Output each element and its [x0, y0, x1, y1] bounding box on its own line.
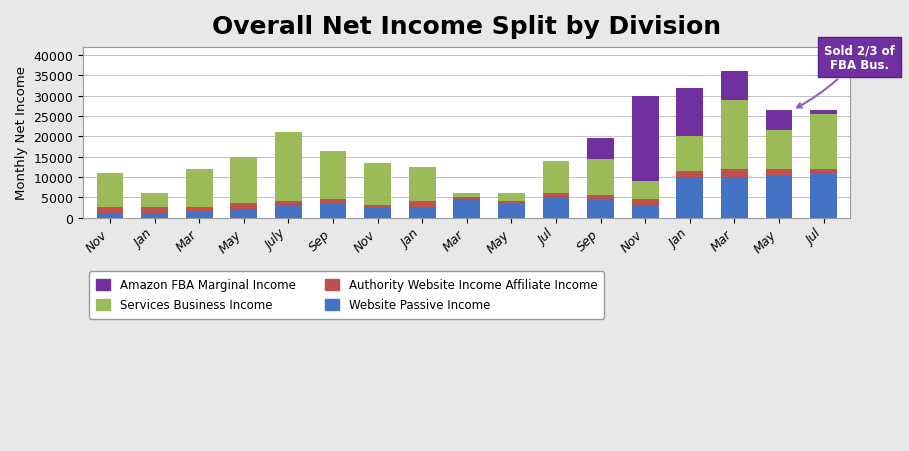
- Bar: [676, 178, 704, 218]
- Bar: [721, 101, 748, 170]
- Bar: [543, 194, 569, 198]
- Bar: [141, 208, 168, 214]
- Bar: [320, 204, 346, 218]
- Bar: [365, 206, 391, 208]
- Bar: [721, 72, 748, 101]
- Title: Overall Net Income Split by Division: Overall Net Income Split by Division: [212, 15, 722, 39]
- Bar: [587, 159, 614, 196]
- Bar: [409, 208, 435, 218]
- Bar: [632, 206, 658, 218]
- Bar: [543, 198, 569, 218]
- Bar: [587, 200, 614, 218]
- Bar: [721, 178, 748, 218]
- Bar: [365, 208, 391, 218]
- Bar: [409, 202, 435, 208]
- Bar: [765, 131, 793, 170]
- Bar: [676, 137, 704, 171]
- Bar: [721, 170, 748, 178]
- Bar: [632, 97, 658, 182]
- Bar: [185, 212, 213, 218]
- Bar: [185, 170, 213, 208]
- Y-axis label: Monthly Net Income: Monthly Net Income: [15, 66, 28, 200]
- Bar: [632, 182, 658, 200]
- Bar: [765, 110, 793, 131]
- Bar: [810, 170, 837, 174]
- Bar: [141, 214, 168, 218]
- Bar: [543, 161, 569, 194]
- Bar: [454, 194, 480, 198]
- Bar: [141, 194, 168, 208]
- Bar: [587, 196, 614, 200]
- Text: Sold 2/3 of
FBA Bus.: Sold 2/3 of FBA Bus.: [797, 44, 894, 108]
- Bar: [185, 208, 213, 212]
- Bar: [275, 133, 302, 202]
- Bar: [765, 170, 793, 175]
- Bar: [275, 206, 302, 218]
- Bar: [96, 174, 124, 208]
- Bar: [96, 214, 124, 218]
- Bar: [810, 115, 837, 170]
- Bar: [275, 202, 302, 206]
- Bar: [454, 198, 480, 200]
- Bar: [587, 139, 614, 159]
- Bar: [96, 208, 124, 214]
- Bar: [765, 175, 793, 218]
- Bar: [409, 167, 435, 202]
- Bar: [632, 200, 658, 206]
- Bar: [676, 88, 704, 137]
- Bar: [498, 202, 524, 204]
- Bar: [230, 204, 257, 210]
- Bar: [320, 151, 346, 200]
- Bar: [454, 200, 480, 218]
- Bar: [676, 171, 704, 178]
- Bar: [810, 110, 837, 115]
- Bar: [230, 210, 257, 218]
- Legend: Amazon FBA Marginal Income, Services Business Income, Authority Website Income A: Amazon FBA Marginal Income, Services Bus…: [89, 272, 604, 319]
- Bar: [365, 163, 391, 206]
- Bar: [810, 174, 837, 218]
- Bar: [498, 204, 524, 218]
- Bar: [320, 200, 346, 204]
- Bar: [498, 194, 524, 202]
- Bar: [230, 157, 257, 204]
